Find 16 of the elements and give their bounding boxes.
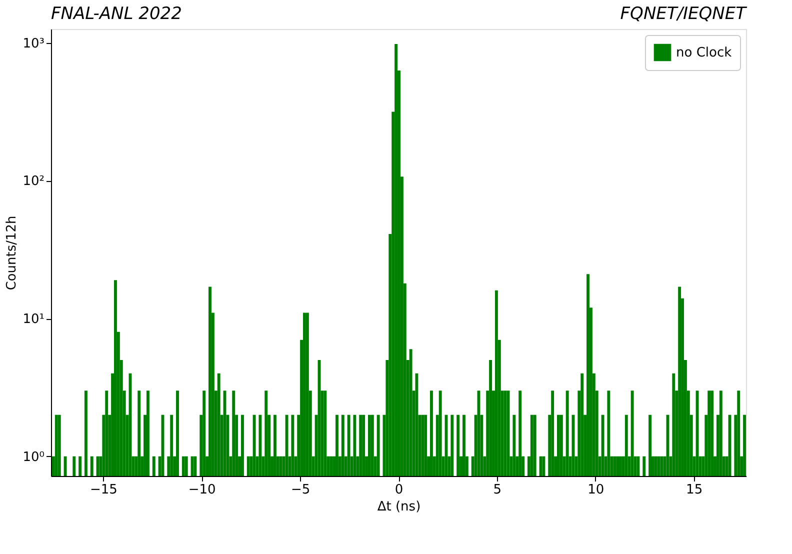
x-tick-label: −5 [290, 482, 310, 498]
x-tick-label: 5 [493, 482, 502, 498]
chart-title: FNAL-ANL 2022 [51, 4, 182, 24]
x-tick-label: 0 [394, 482, 404, 498]
x-tick-label: −15 [90, 482, 118, 498]
x-tick-label: 10 [588, 482, 604, 498]
y-tick-label: 10⁰ [22, 450, 44, 465]
x-tick-label: 15 [686, 482, 703, 498]
y-tick-label: 10³ [22, 36, 44, 52]
y-tick-label: 10² [22, 174, 44, 190]
x-tick-label: −10 [188, 482, 216, 498]
text: FQNET/IEQNET [620, 4, 748, 24]
y-tick-label: 10¹ [22, 312, 44, 327]
y-axis-title: Counts/12h [4, 216, 20, 290]
legend-label: no Clock [676, 46, 732, 60]
x-axis-title: Δt (ns) [377, 500, 421, 514]
